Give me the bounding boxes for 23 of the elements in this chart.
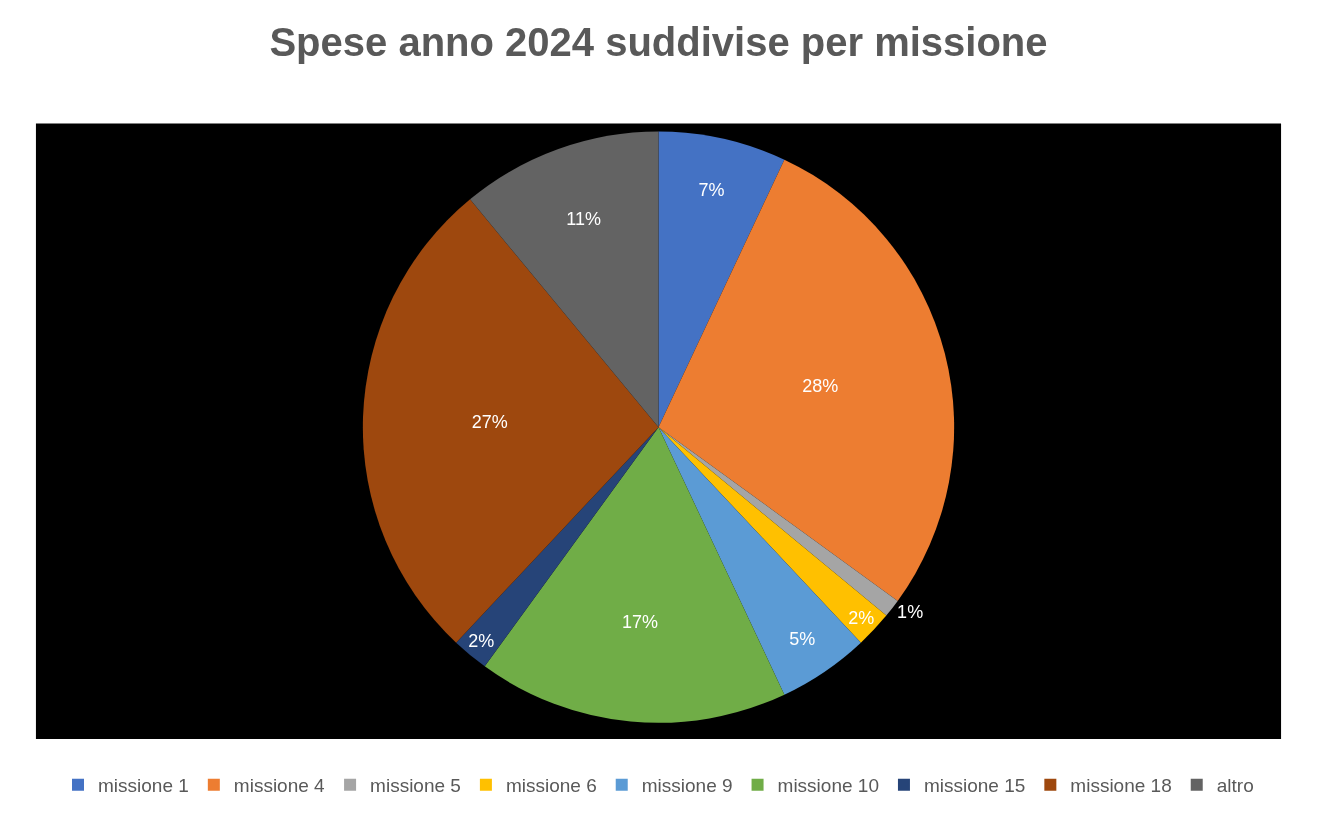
pie-slice (658, 131, 785, 428)
legend-label: missione 18 (1070, 775, 1172, 797)
data-label: 1% (897, 602, 924, 623)
legend-label: missione 9 (641, 775, 733, 797)
data-label: 2% (468, 631, 495, 652)
legend-label: missione 15 (923, 775, 1026, 797)
legend-label: missione 4 (233, 775, 326, 797)
legend-label: missione 1 (98, 775, 189, 797)
data-label: 5% (789, 628, 816, 649)
legend-label: missione 5 (370, 775, 461, 797)
data-label: 7% (698, 180, 725, 201)
pie-slice (470, 131, 659, 428)
data-label: 2% (848, 607, 875, 628)
data-label: 27% (471, 411, 508, 432)
chart-title: Spese anno 2024 suddivise per missione (269, 19, 1048, 64)
data-label: 28% (802, 375, 839, 396)
pie-slice (456, 427, 659, 667)
data-label: 11% (566, 209, 602, 230)
legend-label: missione 10 (777, 775, 879, 797)
pie-slice (658, 159, 955, 601)
legend-label: missione 6 (505, 775, 597, 797)
legend-label: altro (1216, 775, 1254, 797)
data-label: 17% (622, 612, 659, 633)
